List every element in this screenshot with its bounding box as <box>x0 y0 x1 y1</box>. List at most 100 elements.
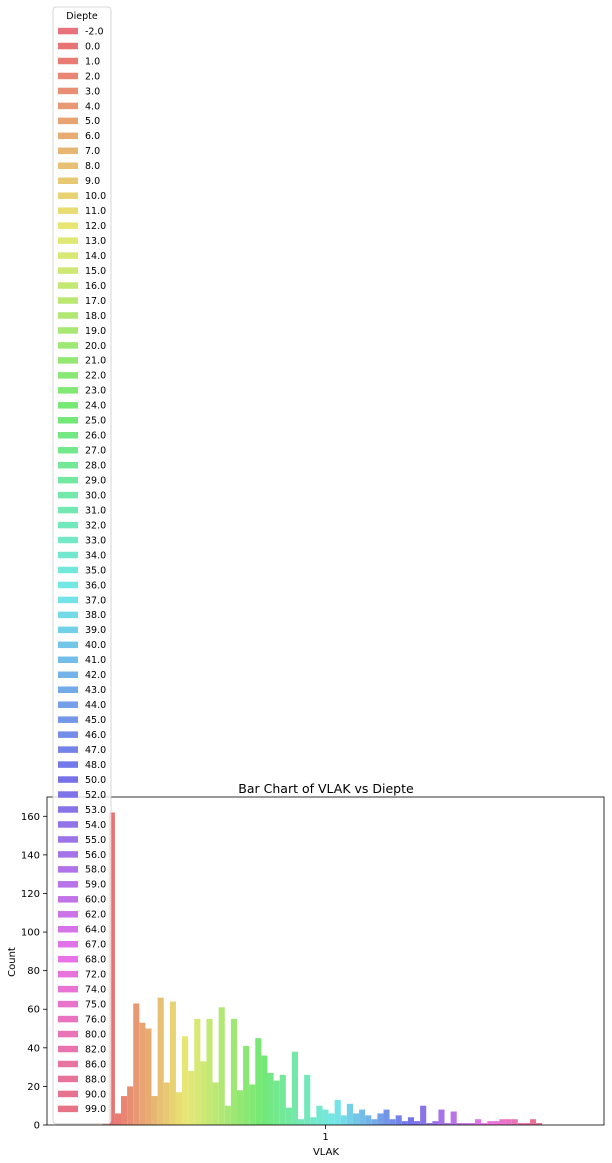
bar-diepte-52.0 <box>414 1121 421 1125</box>
bar-diepte-24.0 <box>255 1038 262 1125</box>
legend-swatch <box>58 566 78 574</box>
bar-diepte-13.0 <box>188 1070 195 1125</box>
bar-diepte-58.0 <box>444 1123 451 1125</box>
bar-diepte-5.0 <box>139 1022 146 1125</box>
legend-label: 9.0 <box>85 176 100 187</box>
legend-label: 99.0 <box>85 1104 106 1115</box>
legend-swatch <box>58 327 78 334</box>
legend-swatch <box>58 536 78 544</box>
legend-label: 60.0 <box>85 895 106 906</box>
legend-swatch <box>58 985 78 993</box>
legend-label: 43.0 <box>85 685 106 696</box>
bar-diepte-14.0 <box>194 1018 201 1125</box>
bar-diepte-47.0 <box>395 1115 402 1125</box>
bar-diepte-74.0 <box>493 1121 500 1125</box>
legend-swatch <box>58 791 78 798</box>
bar-diepte-62.0 <box>462 1123 469 1125</box>
legend-label: 58.0 <box>85 865 106 876</box>
bar-diepte-37.0 <box>334 1099 341 1125</box>
legend-swatch <box>58 926 78 933</box>
legend-swatch <box>58 267 78 274</box>
legend-label: 34.0 <box>85 550 106 561</box>
legend-label: 10.0 <box>85 191 106 202</box>
legend-label: 27.0 <box>85 446 106 457</box>
legend-label: 47.0 <box>85 745 106 756</box>
x-axis-label: VLAK <box>313 1147 339 1158</box>
legend-swatch <box>58 866 78 873</box>
bar-diepte-46.0 <box>389 1119 396 1125</box>
legend-label: 16.0 <box>85 281 106 292</box>
legend-swatch <box>58 372 78 379</box>
bar-diepte-53.0 <box>420 1105 427 1125</box>
bar-diepte-38.0 <box>340 1115 347 1125</box>
legend-swatch <box>58 581 78 589</box>
legend-swatch <box>58 596 78 604</box>
bar-diepte-33.0 <box>310 1117 317 1125</box>
legend-label: 0.0 <box>85 41 100 52</box>
y-tick-label: 100 <box>21 928 40 939</box>
legend-swatch <box>58 237 78 244</box>
legend-label: 28.0 <box>85 461 106 472</box>
legend-label: 44.0 <box>85 700 106 711</box>
legend-label: 90.0 <box>85 1089 106 1100</box>
bar-diepte-17.0 <box>212 1082 219 1125</box>
y-tick-label: 60 <box>27 1005 40 1016</box>
bar-diepte-40.0 <box>352 1113 360 1125</box>
bar-diepte-86.0 <box>523 1123 530 1125</box>
legend-swatch <box>58 117 78 125</box>
legend-label: 11.0 <box>85 206 106 217</box>
legend-swatch <box>58 970 78 978</box>
legend-swatch <box>58 72 78 80</box>
legend-label: 53.0 <box>85 805 106 816</box>
legend-swatch <box>58 641 78 649</box>
legend-swatch <box>58 42 78 50</box>
bar-diepte-10.0 <box>169 1001 176 1125</box>
legend-swatch <box>58 955 78 963</box>
legend-label: 24.0 <box>85 401 106 412</box>
legend-label: 17.0 <box>85 296 106 307</box>
legend-label: 50.0 <box>85 775 106 786</box>
legend-swatch <box>58 87 78 95</box>
bar-diepte-55.0 <box>432 1121 439 1125</box>
legend-label: 6.0 <box>85 131 100 142</box>
legend-swatch <box>58 402 78 409</box>
bar-diepte-2.0 <box>121 1096 128 1125</box>
legend-label: 40.0 <box>85 640 106 651</box>
legend-label: 42.0 <box>85 670 106 681</box>
chart-title: Bar Chart of VLAK vs Diepte <box>238 781 414 796</box>
legend-label: 41.0 <box>85 655 106 666</box>
legend-label: 22.0 <box>85 371 106 382</box>
legend-swatch <box>58 506 78 514</box>
bar-diepte-18.0 <box>218 1007 225 1125</box>
legend-label: 52.0 <box>85 790 106 801</box>
bar-diepte-48.0 <box>401 1121 408 1125</box>
legend-swatch <box>58 1075 78 1083</box>
legend-swatch <box>58 836 78 843</box>
legend-swatch <box>58 686 78 693</box>
legend-label: 20.0 <box>85 341 106 352</box>
bar-diepte-4.0 <box>133 1003 140 1125</box>
legend-label: 31.0 <box>85 505 106 516</box>
legend-label: 88.0 <box>85 1074 106 1085</box>
legend-label: 56.0 <box>85 850 106 861</box>
bar-diepte-30.0 <box>291 1051 299 1125</box>
bar-diepte-34.0 <box>316 1105 323 1125</box>
legend-label: 45.0 <box>85 715 106 726</box>
legend-label: 37.0 <box>85 595 106 606</box>
legend-swatch <box>58 1060 78 1068</box>
legend-label: 48.0 <box>85 760 106 771</box>
bar-diepte-88.0 <box>529 1119 537 1125</box>
legend-swatch <box>58 761 78 768</box>
legend-swatch <box>58 776 78 783</box>
legend-label: 4.0 <box>85 101 100 112</box>
legend-swatch <box>58 207 78 214</box>
legend-label: 2.0 <box>85 71 100 82</box>
legend-swatch <box>58 551 78 559</box>
legend-label: 29.0 <box>85 476 106 487</box>
bar-diepte-23.0 <box>249 1084 256 1125</box>
bar-diepte-1.0 <box>114 1113 122 1125</box>
legend-label: 15.0 <box>85 266 106 277</box>
legend-swatch <box>58 102 78 110</box>
bar-diepte-11.0 <box>175 1092 183 1125</box>
